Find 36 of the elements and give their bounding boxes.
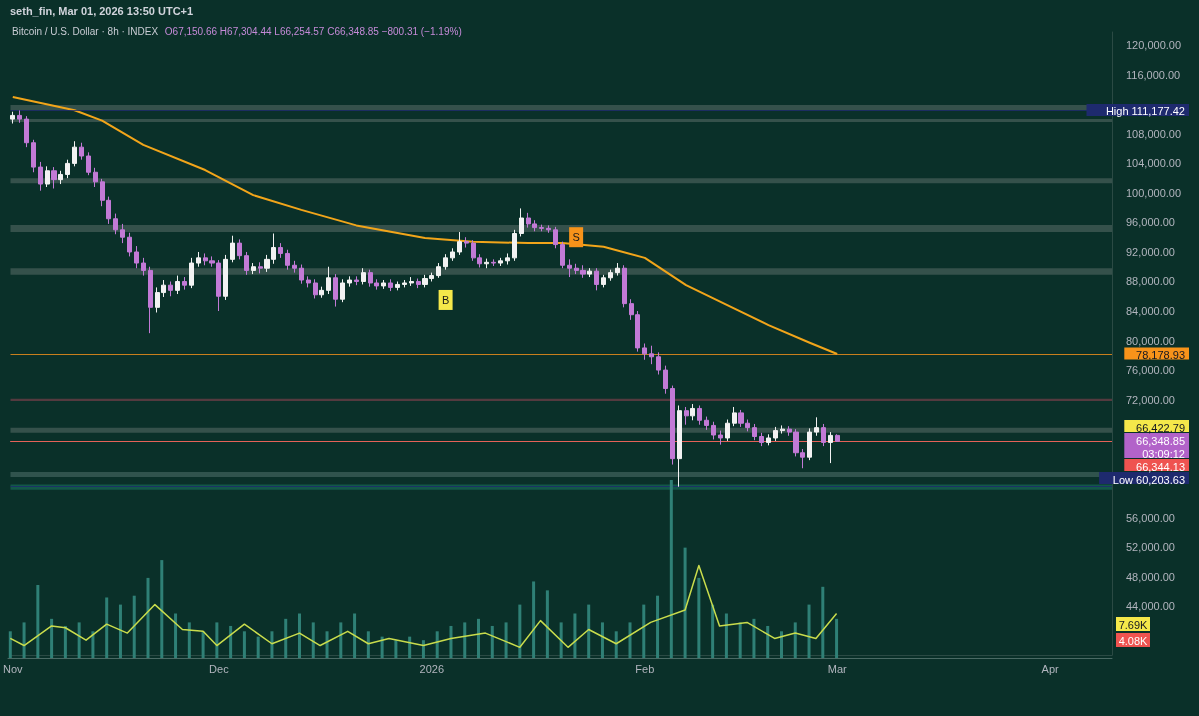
y-tick-label: 116,000.00 (1126, 68, 1181, 81)
ref-line-label: High 111,177.42 (1105, 105, 1185, 118)
y-tick-label: 72,000.00 (1126, 393, 1175, 406)
y-tick-label: 44,000.00 (1126, 600, 1175, 613)
y-tick-label: 100,000.00 (1126, 186, 1182, 199)
x-tick-label: Apr (1041, 662, 1060, 675)
text: 03:09:12 (1142, 447, 1185, 460)
x-tick-label: Feb (635, 662, 655, 675)
chart-title: Bitcoin / U.S. Dollar · 8h · INDEX (12, 25, 159, 37)
text: 7.69K (1118, 618, 1149, 631)
y-tick-label: 88,000.00 (1126, 275, 1175, 288)
ref-line-label: 66,344.13 (1136, 460, 1185, 473)
y-tick-label: 56,000.00 (1126, 511, 1175, 524)
x-tick-label: Dec (209, 662, 230, 675)
x-tick-label: Mar (827, 662, 847, 675)
y-tick-label: 52,000.00 (1126, 541, 1175, 554)
y-tick-label: 48,000.00 (1126, 570, 1175, 583)
x-tick-label: 2026 (419, 662, 445, 675)
y-tick-label: 84,000.00 (1126, 305, 1175, 318)
y-tick-label: 92,000.00 (1126, 245, 1175, 258)
y-tick-label: 80,000.00 (1126, 334, 1175, 347)
text: seth_fin, Mar 01, 2026 13:50 UTC+1 (10, 4, 194, 17)
annotation: S (572, 231, 580, 244)
ref-line-label: 78,178.93 (1136, 348, 1185, 361)
chart-subtitle: O67,150.66 H67,304.44 L66,254.57 C66,348.85 −800.31 (−1.19%) (164, 25, 462, 37)
annotation: B (441, 293, 450, 306)
y-tick-label: 96,000.00 (1126, 216, 1175, 229)
ref-line-label: 66,422.79 (1136, 421, 1185, 434)
ref-line-label: 66,348.85 (1136, 434, 1185, 447)
y-tick-label: 108,000.00 (1126, 127, 1182, 140)
ref-line-label: Low 60,203.63 (1112, 473, 1185, 486)
text: 4.08K (1118, 634, 1149, 647)
y-tick-label: 120,000.00 (1126, 39, 1182, 52)
x-tick-label: Nov (3, 662, 24, 675)
y-tick-label: 104,000.00 (1126, 157, 1182, 170)
y-tick-label: 76,000.00 (1126, 364, 1175, 377)
